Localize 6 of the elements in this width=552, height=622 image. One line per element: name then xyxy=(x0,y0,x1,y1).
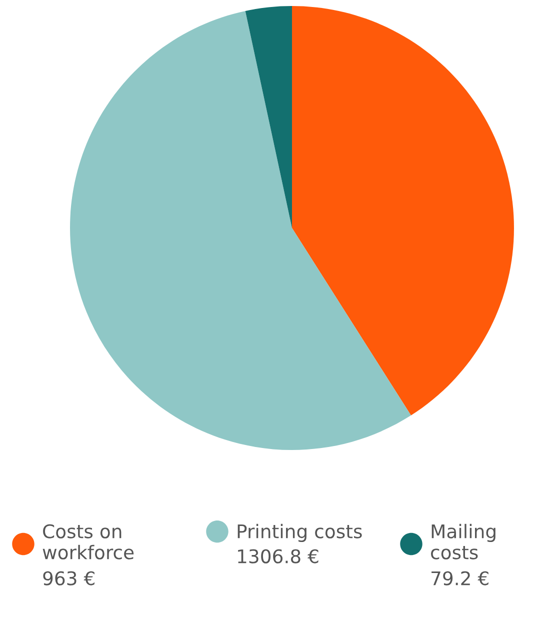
data-label: 963 € xyxy=(43,571,94,586)
legend-label: Mailing costs xyxy=(431,524,496,560)
data-label: 1306.8 € xyxy=(238,549,318,564)
legend-label: Costs on workforce xyxy=(42,524,134,560)
data-label: 79.2 € xyxy=(432,571,488,586)
legend-label: Printing costs xyxy=(238,524,362,542)
